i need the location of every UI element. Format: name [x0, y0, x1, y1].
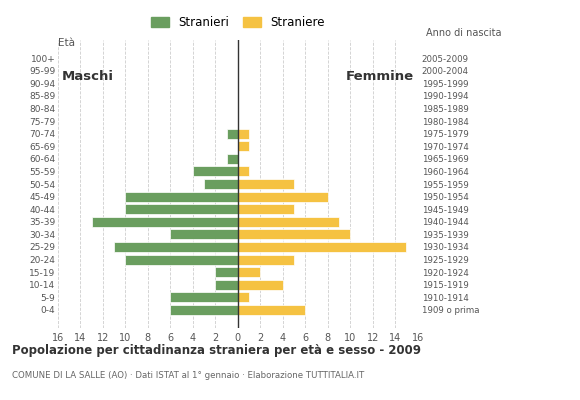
Text: Età: Età — [58, 38, 75, 48]
Bar — [215, 280, 238, 290]
Bar — [238, 166, 249, 176]
Bar — [125, 255, 238, 264]
Bar — [238, 280, 282, 290]
Legend: Stranieri, Straniere: Stranieri, Straniere — [146, 11, 329, 34]
Bar — [238, 129, 249, 138]
Text: Femmine: Femmine — [346, 70, 414, 84]
Bar — [171, 292, 238, 302]
Bar — [125, 192, 238, 202]
Text: COMUNE DI LA SALLE (AO) · Dati ISTAT al 1° gennaio · Elaborazione TUTTITALIA.IT: COMUNE DI LA SALLE (AO) · Dati ISTAT al … — [12, 371, 364, 380]
Text: Popolazione per cittadinanza straniera per età e sesso - 2009: Popolazione per cittadinanza straniera p… — [12, 344, 420, 357]
Bar — [238, 255, 294, 264]
Bar — [171, 305, 238, 315]
Bar — [238, 267, 260, 277]
Bar — [238, 192, 328, 202]
Bar — [238, 292, 249, 302]
Bar — [238, 305, 305, 315]
Bar — [238, 179, 294, 189]
Bar — [125, 204, 238, 214]
Text: Maschi: Maschi — [61, 70, 113, 84]
Bar — [227, 154, 238, 164]
Bar — [204, 179, 238, 189]
Bar — [215, 267, 238, 277]
Bar — [92, 217, 238, 227]
Bar — [238, 141, 249, 151]
Bar — [171, 230, 238, 239]
Bar — [238, 217, 339, 227]
Bar — [238, 242, 407, 252]
Bar — [193, 166, 238, 176]
Text: Anno di nascita: Anno di nascita — [426, 28, 502, 38]
Bar — [238, 204, 294, 214]
Bar — [114, 242, 238, 252]
Bar — [227, 129, 238, 138]
Bar — [238, 230, 350, 239]
